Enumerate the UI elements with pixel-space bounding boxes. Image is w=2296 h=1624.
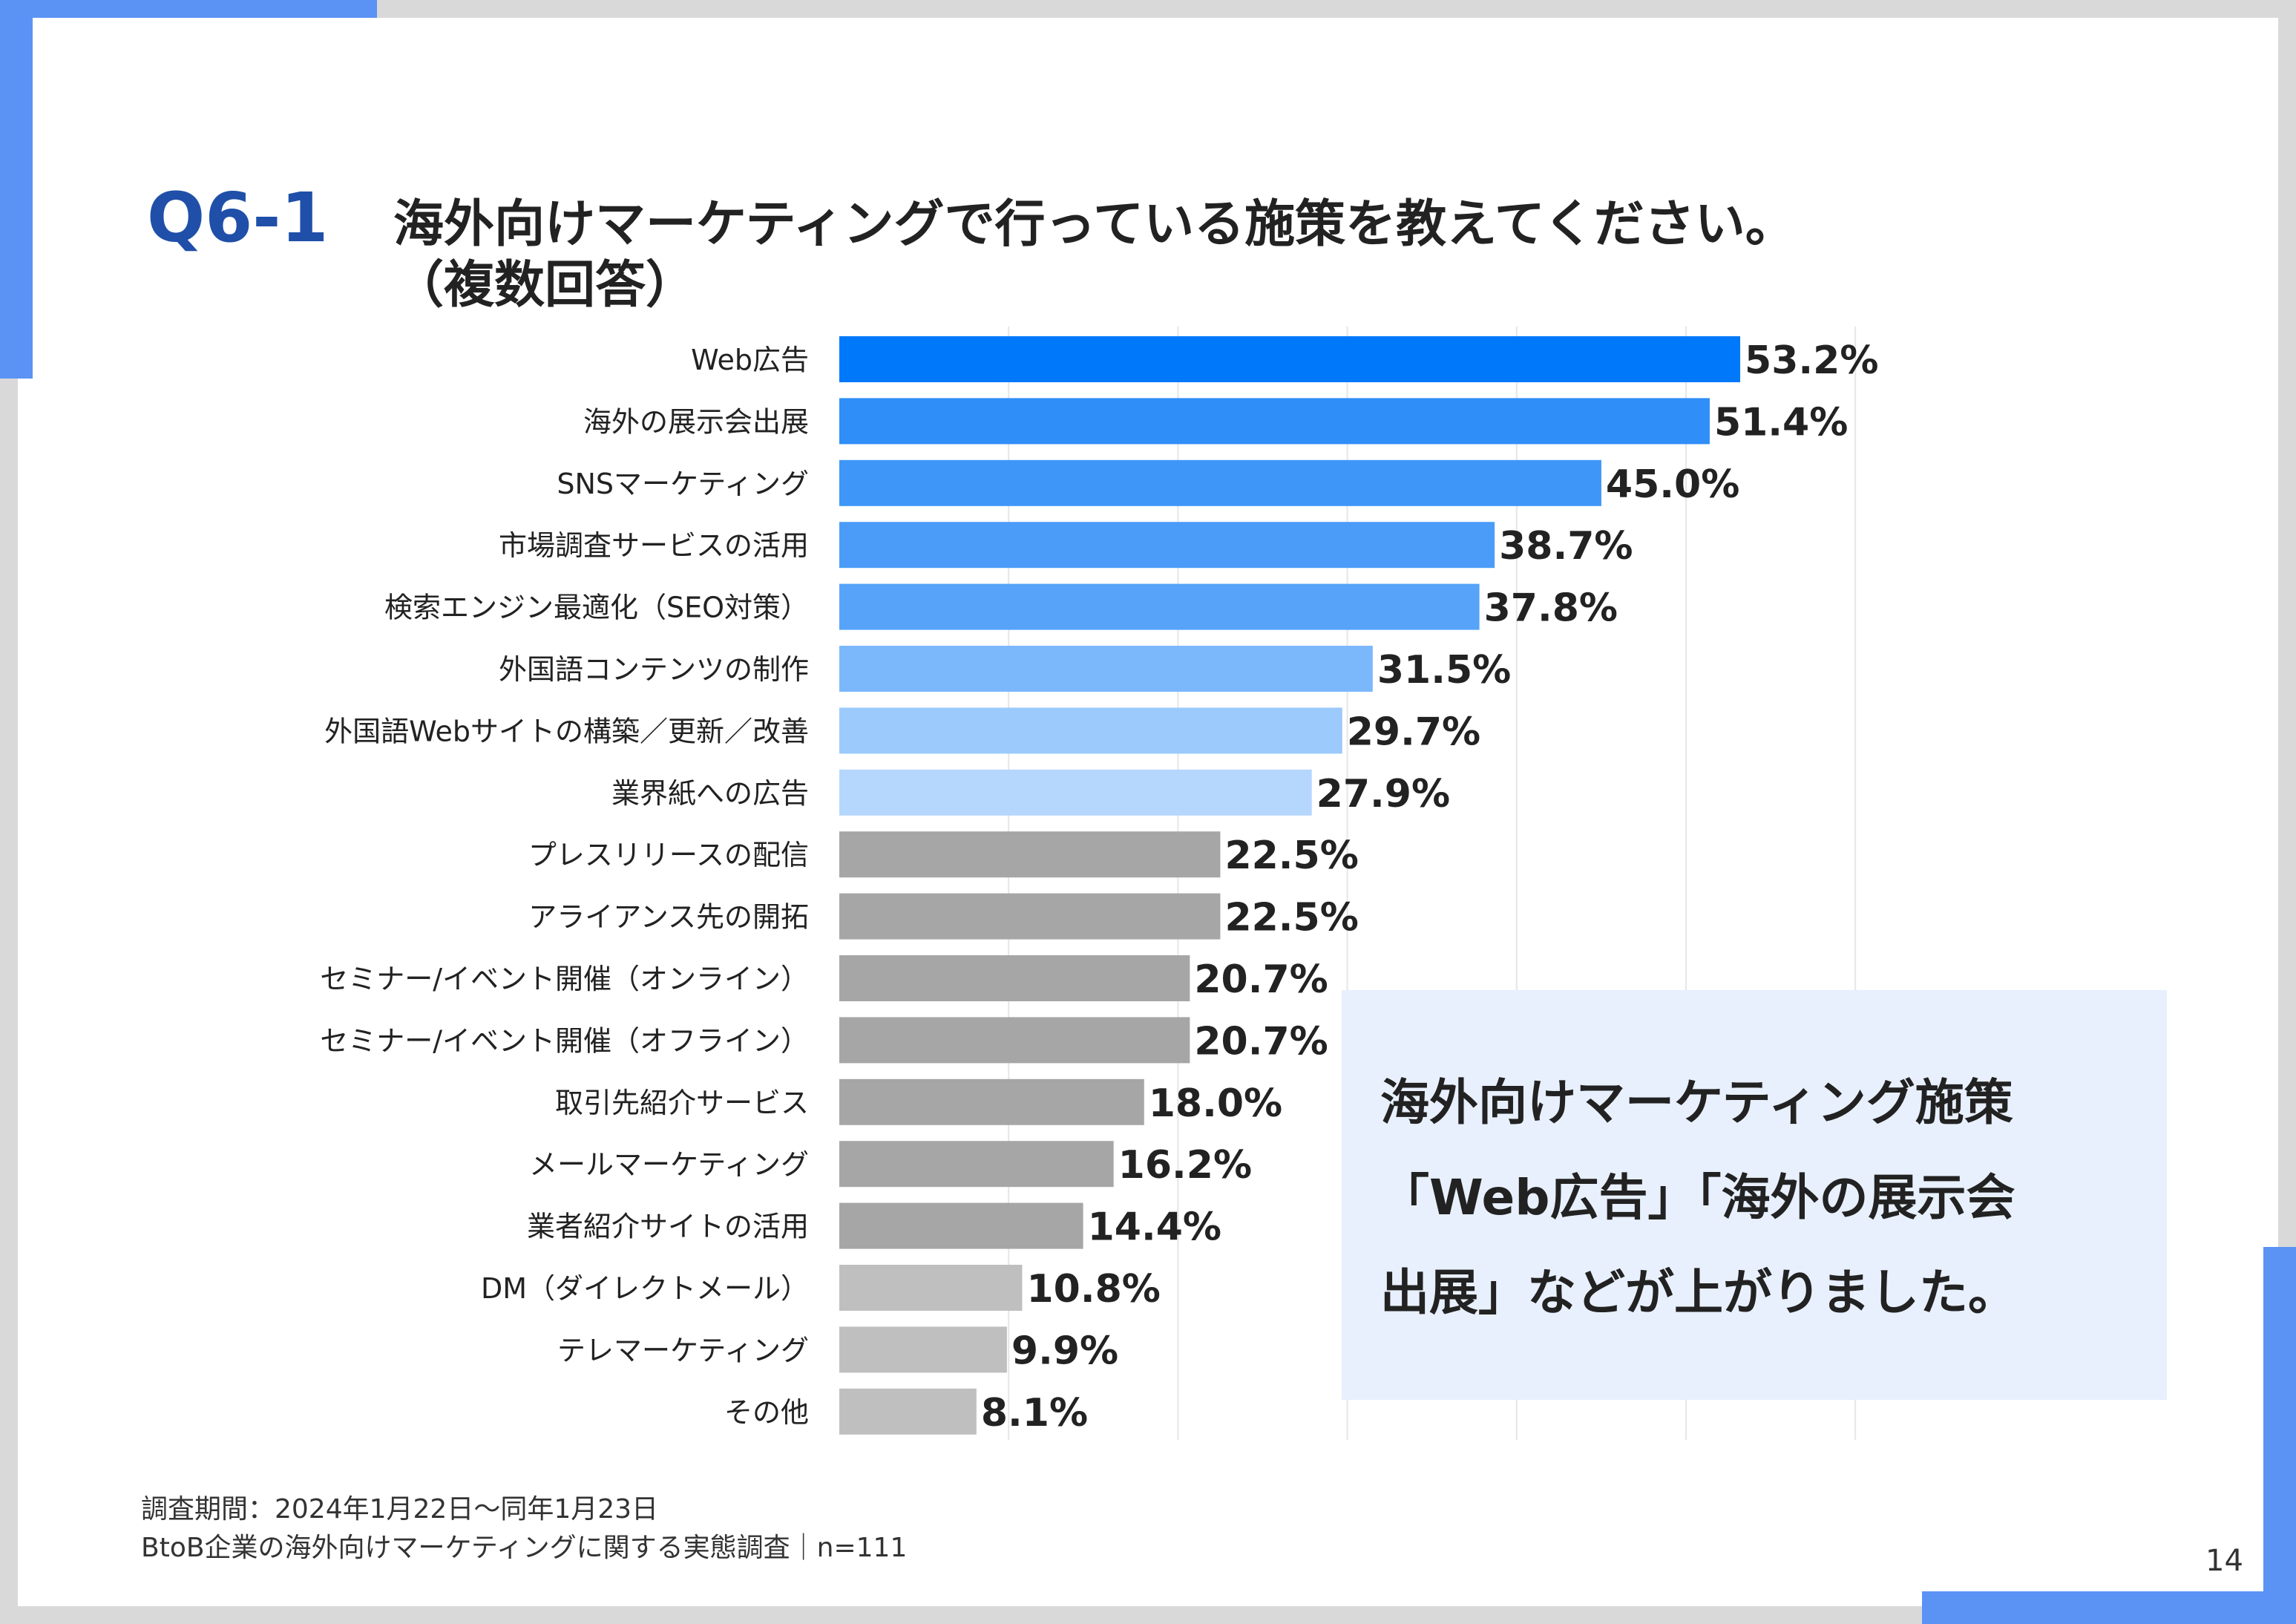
category-label: 検索エンジン最適化（SEO対策） (384, 592, 809, 624)
corner-accent-bottom-right (1922, 1591, 2296, 1624)
question-title: 海外向けマーケティングで行っている施策を教えてください。 （複数回答） (393, 194, 1796, 316)
bar (839, 336, 1741, 382)
category-label: アライアンス先の開拓 (528, 901, 809, 934)
callout-line3: 出展」などが上がりました。 (1380, 1264, 2017, 1321)
category-label: 業界紙への広告 (611, 777, 809, 810)
survey-footnote: 調査期間：2024年1月22日～同年1月23日 BtoB企業の海外向けマーケティ… (141, 1490, 907, 1568)
value-label: 20.7% (1194, 1019, 1328, 1064)
bar (839, 707, 1342, 754)
bar (839, 769, 1312, 816)
category-label: 業者紹介サイトの活用 (527, 1211, 809, 1243)
category-label: SNSマーケティング (557, 468, 809, 500)
bar (839, 1141, 1114, 1188)
value-label: 53.2% (1745, 338, 1878, 383)
value-label: 16.2% (1118, 1143, 1252, 1188)
value-label: 37.8% (1484, 586, 1618, 631)
question-title-line2: （複数回答） (393, 256, 697, 315)
callout-line2: 「Web広告」「海外の展示会 (1380, 1169, 2015, 1226)
bar (839, 522, 1495, 569)
value-label: 22.5% (1224, 896, 1358, 940)
category-label: 海外の展示会出展 (583, 405, 809, 438)
bar (839, 831, 1221, 878)
callout-line1: 海外向けマーケティング施策 (1380, 1074, 2013, 1131)
bar (839, 893, 1221, 940)
category-label: その他 (724, 1396, 809, 1429)
survey-period: 調査期間：2024年1月22日～同年1月23日 (141, 1494, 659, 1525)
category-label: テレマーケティング (557, 1334, 809, 1366)
value-label: 31.5% (1377, 648, 1511, 693)
bar (839, 1388, 977, 1435)
value-label: 9.9% (1011, 1329, 1118, 1373)
summary-callout: 海外向けマーケティング施策 「Web広告」「海外の展示会 出展」などが上がりまし… (1342, 990, 2167, 1400)
value-label: 8.1% (981, 1391, 1088, 1435)
question-title-line1: 海外向けマーケティングで行っている施策を教えてください。 (393, 195, 1796, 254)
bar (839, 1202, 1083, 1249)
value-label: 18.0% (1149, 1081, 1282, 1126)
category-label: DM（ダイレクトメール） (481, 1272, 809, 1305)
value-label: 22.5% (1224, 834, 1358, 878)
bar (839, 1078, 1144, 1125)
bar (839, 459, 1601, 506)
corner-accent-top-left (0, 0, 377, 18)
value-label: 29.7% (1347, 710, 1480, 754)
bar (839, 646, 1373, 692)
category-label: セミナー/イベント開催（オフライン） (320, 1024, 809, 1057)
category-label: 外国語Webサイトの構築／更新／改善 (324, 715, 809, 747)
category-label: プレスリリースの配信 (528, 839, 809, 871)
question-number: Q6-1 (147, 178, 329, 258)
category-label: 外国語コンテンツの制作 (499, 653, 809, 686)
category-label: セミナー/イベント開催（オンライン） (320, 963, 809, 995)
bar (839, 583, 1480, 630)
corner-accent-right (2263, 1247, 2296, 1624)
corner-accent-left (0, 0, 33, 379)
category-label: メールマーケティング (529, 1148, 809, 1181)
category-label: Web広告 (691, 344, 809, 376)
bar (839, 1326, 1007, 1373)
value-label: 10.8% (1026, 1267, 1160, 1312)
value-label: 38.7% (1499, 524, 1633, 569)
value-label: 14.4% (1088, 1205, 1221, 1250)
bar (839, 1265, 1023, 1311)
page-number: 14 (2205, 1544, 2243, 1578)
bar (839, 398, 1710, 445)
bar (839, 955, 1190, 1001)
survey-title: BtoB企業の海外向けマーケティングに関する実態調査｜n=111 (141, 1533, 908, 1563)
value-label: 45.0% (1606, 462, 1739, 507)
category-label: 市場調査サービスの活用 (499, 529, 809, 562)
value-label: 51.4% (1714, 400, 1848, 445)
value-label: 27.9% (1316, 772, 1450, 816)
bar (839, 1017, 1190, 1064)
category-label: 取引先紹介サービス (555, 1087, 809, 1119)
bar-layer: Web広告 53.2% 海外の展示会出展 51.4% SNSマーケティング 45.0% 市場… (320, 336, 1878, 1435)
value-label: 20.7% (1194, 957, 1328, 1002)
